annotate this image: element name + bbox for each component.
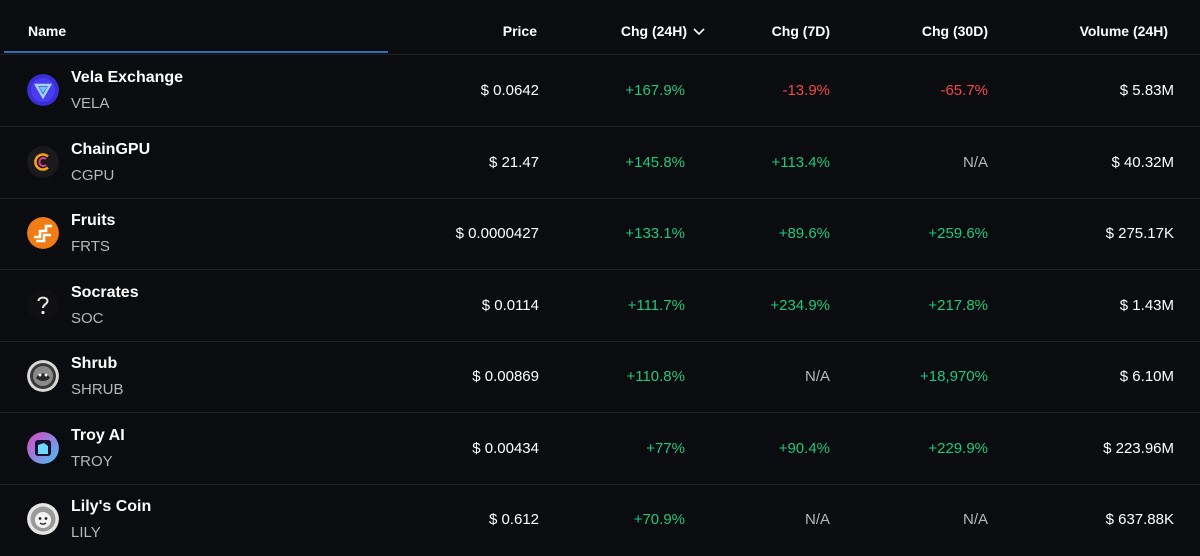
coin-name[interactable]: Lily's Coin [71, 498, 152, 515]
change-30d: +18,970% [920, 368, 988, 385]
active-column-underline [4, 51, 388, 53]
coin-symbol: FRTS [71, 238, 110, 255]
coin-symbol: LILY [71, 524, 101, 541]
chaingpu-logo-icon [27, 146, 59, 178]
change-24h: +133.1% [625, 225, 685, 242]
socrates-logo-icon [27, 289, 59, 321]
coin-price: $ 0.00434 [472, 440, 539, 457]
column-header-name[interactable]: Name [28, 23, 67, 39]
troy-logo-icon [27, 432, 59, 464]
coin-symbol: SOC [71, 310, 104, 327]
coin-name[interactable]: Shrub [71, 355, 118, 372]
chevron-down-icon[interactable] [693, 0, 705, 62]
coin-price: $ 0.0114 [481, 297, 539, 314]
change-7d: -13.9% [782, 82, 830, 99]
change-7d: N/A [804, 368, 830, 385]
table-row[interactable]: Lily's Coin LILY $ 0.612 +70.9% N/A N/A … [0, 484, 1200, 555]
table-row[interactable]: Troy AI TROY $ 0.00434 +77% +90.4% +229.… [0, 413, 1200, 485]
change-7d: +89.6% [778, 225, 830, 242]
volume-24h: $ 223.96M [1103, 440, 1174, 457]
change-24h: +111.7% [627, 297, 685, 314]
column-header-chg-7d[interactable]: Chg (7D) [771, 23, 830, 39]
column-header-chg-30d[interactable]: Chg (30D) [921, 23, 988, 39]
column-header-chg-24h-label: Chg (24H) [620, 23, 687, 39]
coin-price: $ 0.612 [488, 511, 539, 528]
coin-symbol: VELA [71, 95, 110, 112]
table-row[interactable]: ChainGPU CGPU $ 21.47 +145.8% +113.4% N/… [0, 127, 1200, 199]
change-24h: +167.9% [625, 82, 685, 99]
coin-symbol: TROY [71, 453, 113, 470]
coin-symbol: SHRUB [71, 381, 124, 398]
coin-name[interactable]: Vela Exchange [71, 69, 184, 86]
volume-24h: $ 40.32M [1111, 154, 1174, 171]
change-7d: +234.9% [770, 297, 830, 314]
change-30d: -65.7% [940, 82, 988, 99]
volume-24h: $ 6.10M [1119, 368, 1174, 385]
coin-name[interactable]: ChainGPU [71, 141, 151, 158]
coin-name[interactable]: Fruits [71, 212, 116, 229]
table-header: Name Price Chg (24H) Chg (7D) Chg (30D) … [0, 0, 1200, 55]
coin-price: $ 0.0000427 [455, 225, 539, 242]
coin-price: $ 0.00869 [472, 368, 539, 385]
change-30d: +229.9% [928, 440, 988, 457]
volume-24h: $ 637.88K [1105, 511, 1174, 528]
column-header-price[interactable]: Price [502, 23, 537, 39]
change-24h: +70.9% [633, 511, 685, 528]
change-24h: +77% [646, 440, 685, 457]
vela-logo-icon [27, 74, 59, 106]
volume-24h: $ 1.43M [1119, 297, 1174, 314]
coin-price: $ 21.47 [488, 154, 539, 171]
volume-24h: $ 275.17K [1105, 225, 1174, 242]
coin-name[interactable]: Troy AI [71, 427, 125, 444]
change-30d: +217.8% [928, 297, 988, 314]
market-table: Name Price Chg (24H) Chg (7D) Chg (30D) … [0, 0, 1200, 541]
change-30d: N/A [962, 511, 988, 528]
table-row[interactable]: Socrates SOC $ 0.0114 +111.7% +234.9% +2… [0, 270, 1200, 342]
table-row[interactable]: Vela Exchange VELA $ 0.0642 +167.9% -13.… [0, 55, 1200, 127]
column-header-chg-24h[interactable]: Chg (24H) [621, 0, 705, 54]
change-7d: +113.4% [771, 154, 830, 171]
coin-symbol: CGPU [71, 167, 115, 184]
table-row[interactable]: Fruits FRTS $ 0.0000427 +133.1% +89.6% +… [0, 198, 1200, 270]
lily-logo-icon [27, 503, 59, 535]
coin-name[interactable]: Socrates [71, 284, 139, 301]
volume-24h: $ 5.83M [1119, 82, 1174, 99]
fruits-logo-icon [27, 217, 59, 249]
shrub-logo-icon [27, 360, 59, 392]
table-row[interactable]: Shrub SHRUB $ 0.00869 +110.8% N/A +18,97… [0, 341, 1200, 413]
change-7d: N/A [804, 511, 830, 528]
column-header-volume[interactable]: Volume (24H) [1079, 23, 1168, 39]
change-30d: N/A [962, 154, 988, 171]
change-7d: +90.4% [778, 440, 830, 457]
coin-price: $ 0.0642 [480, 82, 539, 99]
change-30d: +259.6% [928, 225, 988, 242]
change-24h: +145.8% [625, 154, 685, 171]
change-24h: +110.8% [626, 368, 685, 385]
